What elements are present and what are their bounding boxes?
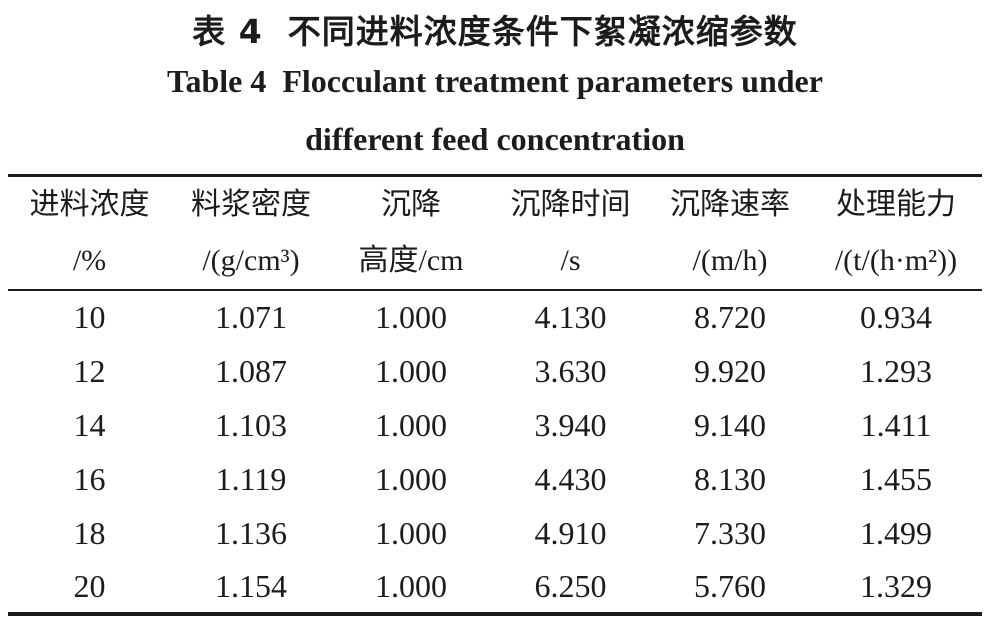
cell: 1.000: [375, 299, 447, 335]
cell: 1.119: [215, 460, 287, 497]
cell: 1.000: [375, 460, 447, 497]
cell: 1.000: [375, 352, 447, 389]
table-caption-zh: 表 4 不同进料浓度条件下絮凝浓缩参数: [192, 12, 798, 51]
table-row: 20 1.154 1.000 6.250 5.760 1.329: [8, 560, 982, 614]
cell: 8.130: [694, 460, 766, 497]
table-row: 18 1.136 1.000 4.910 7.330 1.499: [8, 506, 982, 560]
header-settling-rate: 沉降速率: [670, 188, 790, 221]
cell: 1.329: [860, 567, 932, 604]
unit-slurry-density: /(g/cm³): [202, 244, 300, 277]
cell: 1.455: [860, 460, 932, 497]
cell: 9.140: [694, 406, 766, 443]
cell: 12: [73, 352, 106, 389]
cell: 9.920: [694, 352, 766, 389]
header-settling-time: 沉降时间: [510, 188, 631, 221]
cell: 3.630: [534, 352, 607, 389]
unit-settling-rate: /(m/h): [692, 244, 768, 277]
cell: 20: [73, 567, 106, 604]
header-row-unit: /% /(g/cm³) 高度/cm /s /(m/h) /(t/(h·m²)): [8, 233, 982, 290]
table-header: 进料浓度 料浆密度 沉降 沉降时间 沉降速率 处理能力 /% /(g/cm³) …: [8, 176, 982, 290]
cell: 1.000: [375, 567, 447, 604]
cell: 1.000: [375, 406, 447, 443]
table-row: 10 1.071 1.000 4.130 8.720 0.934: [8, 290, 982, 344]
header-settling-height: 沉降: [381, 188, 441, 221]
table-caption-en-line1: Table 4 Flocculant treatment parameters …: [167, 63, 823, 99]
cell: 4.910: [534, 514, 607, 551]
cell: 7.330: [694, 514, 766, 551]
cell: 1.087: [215, 352, 287, 389]
cell: 1.154: [215, 567, 287, 604]
unit-feed-concentration: /%: [72, 244, 107, 277]
cell: 3.940: [534, 406, 607, 443]
cell: 1.499: [860, 514, 932, 551]
cell: 1.136: [215, 514, 287, 551]
cell: 14: [73, 406, 106, 443]
cell: 4.130: [534, 299, 607, 335]
cell: 1.293: [860, 352, 932, 389]
header-handling-capacity: 处理能力: [836, 188, 956, 221]
cell: 0.934: [860, 299, 932, 335]
cell: 8.720: [694, 299, 766, 335]
header-row-name: 进料浓度 料浆密度 沉降 沉降时间 沉降速率 处理能力: [8, 176, 982, 234]
cell: 16: [73, 460, 106, 497]
cell: 10: [73, 299, 106, 335]
table-row: 16 1.119 1.000 4.430 8.130 1.455: [8, 452, 982, 506]
cell: 6.250: [534, 567, 607, 604]
unit-settling-height: 高度/cm: [358, 244, 464, 277]
header-slurry-density: 料浆密度: [191, 188, 311, 221]
header-feed-concentration: 进料浓度: [29, 188, 150, 221]
flocculant-parameters-table: 进料浓度 料浆密度 沉降 沉降时间 沉降速率 处理能力 /% /(g/cm³) …: [8, 174, 982, 616]
cell: 1.000: [375, 514, 447, 551]
unit-settling-time: /s: [560, 244, 581, 277]
cell: 4.430: [534, 460, 607, 497]
table-row: 12 1.087 1.000 3.630 9.920 1.293: [8, 344, 982, 398]
cell: 1.071: [215, 299, 287, 335]
table-row: 14 1.103 1.000 3.940 9.140 1.411: [8, 398, 982, 452]
table-body: 10 1.071 1.000 4.130 8.720 0.934 12 1.08…: [8, 290, 982, 614]
unit-handling-capacity: /(t/(h·m²)): [834, 244, 958, 277]
table-caption-en-line2: different feed concentration: [305, 121, 685, 157]
cell: 1.411: [860, 406, 932, 443]
cell: 5.760: [694, 567, 766, 604]
cell: 18: [73, 514, 106, 551]
cell: 1.103: [215, 406, 287, 443]
